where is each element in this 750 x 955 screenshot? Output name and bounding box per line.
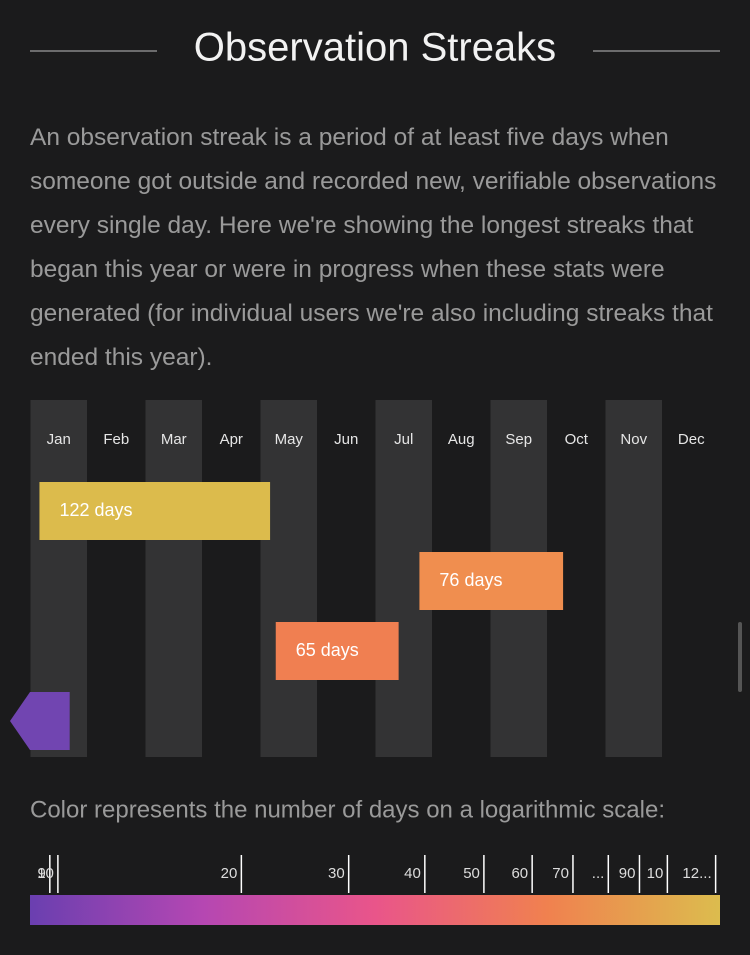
scale-tick-label: 30 bbox=[328, 865, 345, 882]
month-label: Nov bbox=[620, 431, 647, 448]
scale-tick-label: ... bbox=[592, 865, 605, 882]
scale-tick-label: 10 bbox=[647, 865, 664, 882]
month-label: Sep bbox=[505, 431, 532, 448]
scale-tick-label: 50 bbox=[463, 865, 480, 882]
month-label: Feb bbox=[103, 431, 129, 448]
timeline: Jan Feb Mar Apr May Jun Jul Aug Sep Oct Nov Dec 122 … bbox=[10, 400, 705, 757]
month-column bbox=[145, 400, 202, 757]
streak-bar bbox=[39, 482, 271, 540]
month-label: Apr bbox=[220, 431, 243, 448]
month-label: May bbox=[275, 431, 304, 448]
title: Observation Streaks bbox=[194, 26, 556, 70]
color-scale bbox=[30, 895, 720, 925]
streak-label: 122 days bbox=[59, 500, 132, 520]
streak: 65 days bbox=[275, 622, 399, 680]
month-label: Jan bbox=[47, 431, 71, 448]
month-label: Mar bbox=[161, 431, 187, 448]
scrollbar bbox=[738, 622, 742, 692]
scale-tick-label: 12... bbox=[682, 865, 711, 882]
month-column bbox=[605, 400, 662, 757]
streak-label: 65 days bbox=[296, 640, 359, 660]
scale-tick-label: 40 bbox=[404, 865, 421, 882]
streak-bar bbox=[275, 622, 399, 680]
description: An observation streak is a period of at … bbox=[30, 124, 717, 371]
streak: 122 days bbox=[39, 482, 271, 540]
legend-caption: Color represents the number of days on a… bbox=[30, 796, 665, 823]
streak bbox=[10, 692, 70, 750]
streak-label: 76 days bbox=[439, 570, 502, 590]
month-column bbox=[260, 400, 317, 757]
scale-tick-label: 90 bbox=[619, 865, 636, 882]
streak: 76 days bbox=[419, 552, 564, 610]
streak-bar bbox=[10, 692, 70, 750]
scale-tick-label: 60 bbox=[511, 865, 528, 882]
month-label: Oct bbox=[565, 431, 589, 448]
legend: 910 20 30 40 50 60 70... 90 10 12... bbox=[30, 855, 720, 925]
month-label: Aug bbox=[448, 431, 475, 448]
streak-bar bbox=[419, 552, 564, 610]
month-label: Dec bbox=[678, 431, 705, 448]
scale-tick-label: 10 bbox=[37, 865, 54, 882]
month-label: Jul bbox=[394, 431, 413, 448]
month-label: Jun bbox=[334, 431, 358, 448]
scale-tick-label: 70 bbox=[552, 865, 569, 882]
scale-tick-label: 20 bbox=[221, 865, 238, 882]
scale-tick-label: 9 bbox=[37, 865, 45, 882]
